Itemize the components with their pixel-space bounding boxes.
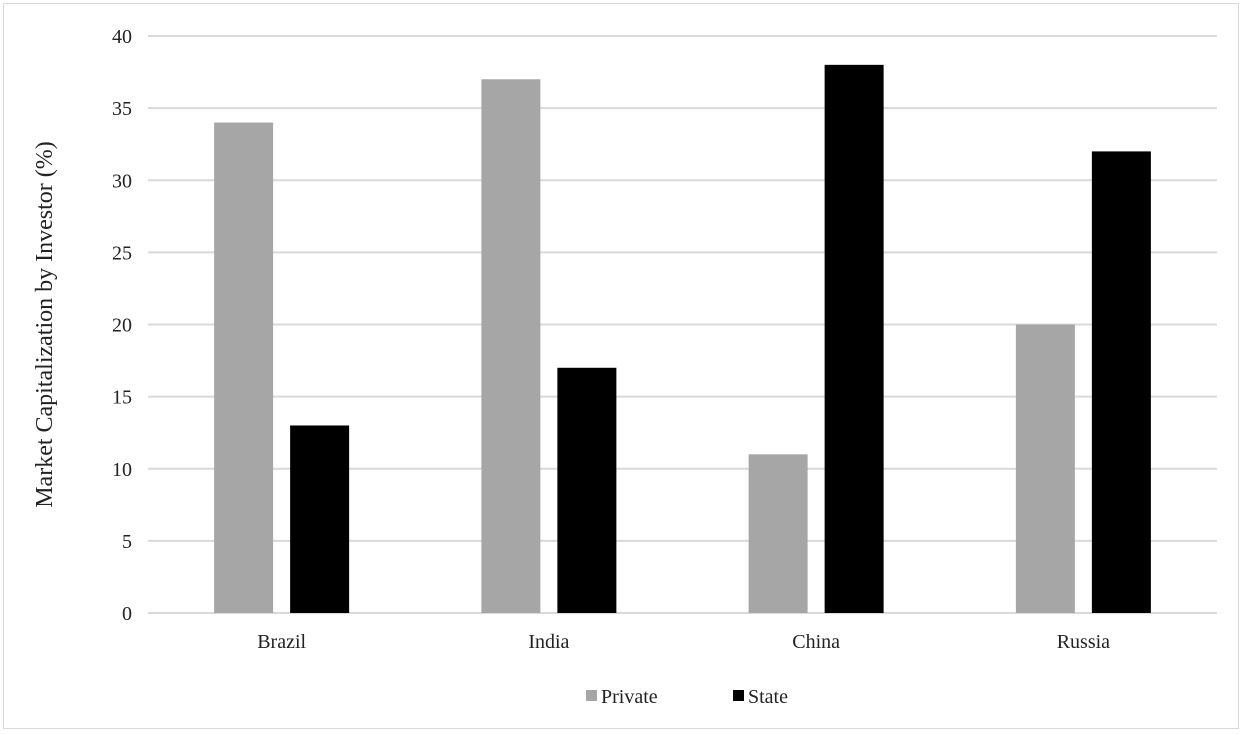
y-tick-label: 40	[112, 26, 132, 48]
chart-frame: 0 5 10 15 20 25 30 35 40 Brazil India China Russia …	[3, 3, 1239, 729]
y-tick-label: 25	[112, 242, 132, 264]
y-tick-label: 10	[112, 459, 132, 481]
bar-state-brazil	[290, 425, 350, 613]
bar-state-russia	[1091, 151, 1151, 613]
legend-label-state: State	[748, 686, 788, 708]
legend-swatch-state	[733, 690, 744, 701]
y-axis-title: Market Capitalization by Investor (%)	[32, 141, 58, 508]
bar-private-india	[481, 79, 541, 613]
legend-swatch-private	[586, 690, 597, 701]
y-tick-label: 0	[122, 603, 132, 625]
x-tick-label: Brazil	[257, 631, 306, 653]
y-tick-label: 15	[112, 387, 132, 409]
y-tick-label: 5	[122, 531, 132, 553]
x-tick-label: India	[528, 631, 569, 653]
bar-private-russia	[1015, 324, 1075, 613]
legend-label-private: Private	[601, 686, 658, 708]
y-tick-label: 30	[112, 170, 132, 192]
x-tick-label: China	[792, 631, 840, 653]
bar-private-brazil	[214, 122, 274, 614]
x-axis-labels: Brazil India China Russia	[257, 631, 1110, 653]
bar-private-china	[748, 454, 808, 613]
bar-state-india	[557, 367, 617, 613]
bars	[214, 64, 1151, 614]
y-tick-label: 35	[112, 98, 132, 120]
y-axis-ticks: 0 5 10 15 20 25 30 35 40	[112, 26, 132, 625]
bar-state-china	[824, 64, 884, 614]
y-tick-label: 20	[112, 315, 132, 337]
legend: Private State	[586, 686, 788, 708]
x-tick-label: Russia	[1057, 631, 1110, 653]
